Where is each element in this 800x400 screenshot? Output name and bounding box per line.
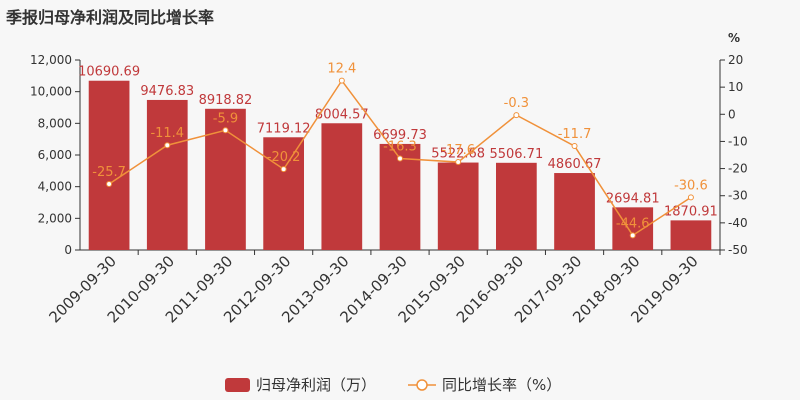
right-tick-label: -10 [728, 134, 748, 148]
right-tick-label: 20 [728, 53, 743, 67]
left-tick-label: 8,000 [38, 116, 72, 130]
bar-data-label: 7119.12 [257, 121, 311, 136]
growth-data-label: 12.4 [327, 62, 356, 77]
bar [496, 162, 537, 250]
left-tick-label: 4,000 [38, 180, 72, 194]
legend-bar-label: 归母净利润（万） [256, 376, 376, 394]
left-tick-label: 10,000 [30, 85, 72, 99]
right-tick-label: -40 [728, 216, 748, 230]
right-axis-unit: % [728, 31, 740, 45]
bar-data-label: 1870.91 [664, 204, 718, 219]
growth-data-label: -44.6 [616, 216, 650, 231]
legend-bar-swatch [225, 378, 250, 392]
growth-data-label: -16.3 [383, 140, 417, 155]
growth-data-label: -17.6 [441, 143, 475, 158]
growth-data-label: -0.3 [504, 96, 529, 111]
bar-data-label: 8918.82 [199, 93, 253, 108]
left-tick-label: 0 [64, 243, 72, 257]
growth-data-label: -11.4 [150, 126, 184, 141]
right-tick-label: -50 [728, 243, 748, 257]
growth-point [280, 166, 287, 173]
growth-data-label: -30.6 [674, 178, 708, 193]
legend-line-marker [416, 379, 428, 391]
left-tick-label: 2,000 [38, 211, 72, 225]
right-tick-label: -30 [728, 189, 748, 203]
left-tick-label: 6,000 [38, 148, 72, 162]
bar-data-label: 6699.73 [373, 128, 427, 143]
growth-data-label: -20.2 [267, 150, 301, 165]
right-tick-label: 0 [728, 107, 736, 121]
growth-point [455, 159, 462, 166]
growth-point [513, 112, 520, 119]
bar [379, 143, 421, 250]
right-tick-label: 10 [728, 80, 743, 94]
growth-point [687, 194, 694, 201]
chart-title: 季报归母净利润及同比增长率 [6, 8, 215, 27]
growth-data-label: -25.7 [92, 165, 126, 180]
bar [437, 162, 479, 250]
bar [321, 123, 363, 250]
growth-point [106, 181, 113, 188]
growth-point [397, 155, 403, 162]
growth-data-label: -5.9 [213, 111, 238, 126]
bar-data-label: 9476.83 [140, 84, 194, 99]
growth-data-label: -11.7 [558, 127, 592, 142]
bar-data-label: 8004.57 [315, 107, 369, 122]
bar-data-label: 4860.67 [548, 157, 602, 172]
growth-point [338, 77, 345, 84]
growth-point [571, 143, 578, 150]
legend-line-label: 同比增长率（%） [442, 376, 561, 394]
bar-data-label: 2694.81 [606, 191, 660, 206]
bar-data-label: 5506.71 [489, 147, 543, 162]
bar-data-label: 10690.69 [78, 65, 140, 80]
bar [146, 99, 188, 250]
growth-point [164, 142, 171, 149]
bar [263, 137, 304, 250]
right-tick-label: -20 [728, 162, 748, 176]
growth-point [222, 127, 229, 134]
left-tick-label: 12,000 [30, 53, 72, 67]
bar [670, 220, 712, 250]
growth-point [629, 232, 636, 239]
bar [554, 173, 595, 250]
bar [88, 80, 130, 250]
